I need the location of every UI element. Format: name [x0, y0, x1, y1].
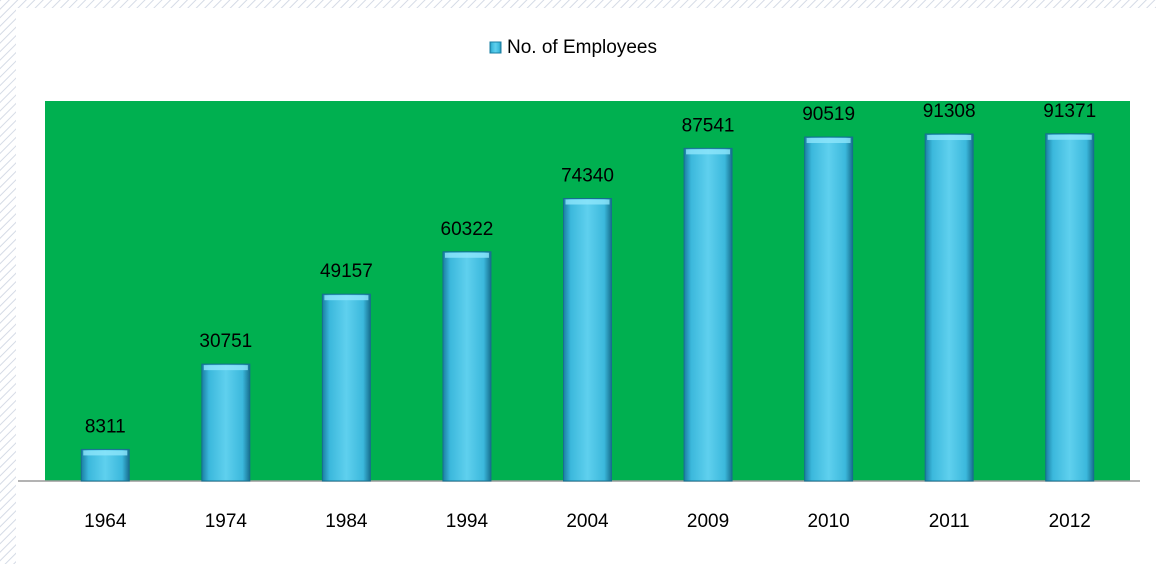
bar [804, 136, 854, 482]
x-tick-label: 1984 [325, 511, 368, 532]
bar [321, 293, 371, 482]
x-tick-label: 2012 [1049, 511, 1091, 532]
data-label: 90519 [802, 104, 855, 125]
bar [563, 198, 612, 482]
bar-cap [324, 295, 369, 301]
bar-cap [203, 365, 248, 371]
bar [924, 133, 974, 482]
legend-swatch [489, 41, 502, 54]
bar-cap [686, 149, 731, 155]
data-label: 74340 [561, 166, 614, 187]
data-label: 60322 [441, 219, 494, 240]
bar-cap [444, 252, 489, 258]
data-label: 49157 [320, 261, 373, 282]
data-label: 91308 [923, 101, 976, 122]
data-label: 91371 [1043, 101, 1096, 122]
bar-cap [565, 199, 610, 205]
bar [442, 251, 492, 482]
data-label: 30751 [199, 331, 252, 352]
legend-label: No. of Employees [507, 37, 657, 58]
bar-cap [806, 138, 851, 144]
bar [1045, 133, 1095, 482]
bar-cap [927, 135, 972, 141]
x-tick-label: 2011 [929, 511, 970, 532]
data-label: 8311 [85, 416, 126, 437]
bar [201, 363, 251, 482]
x-tick-label: 2009 [687, 511, 729, 532]
x-tick-label: 1994 [446, 511, 489, 532]
bar [683, 147, 733, 482]
x-tick-label: 2010 [807, 511, 849, 532]
data-label: 87541 [682, 115, 735, 136]
x-tick-label: 1974 [205, 511, 248, 532]
bar-cap [83, 450, 128, 456]
x-tick-label: 1964 [84, 511, 127, 532]
bar-cap [1047, 134, 1092, 140]
x-tick-label: 2004 [566, 511, 609, 532]
